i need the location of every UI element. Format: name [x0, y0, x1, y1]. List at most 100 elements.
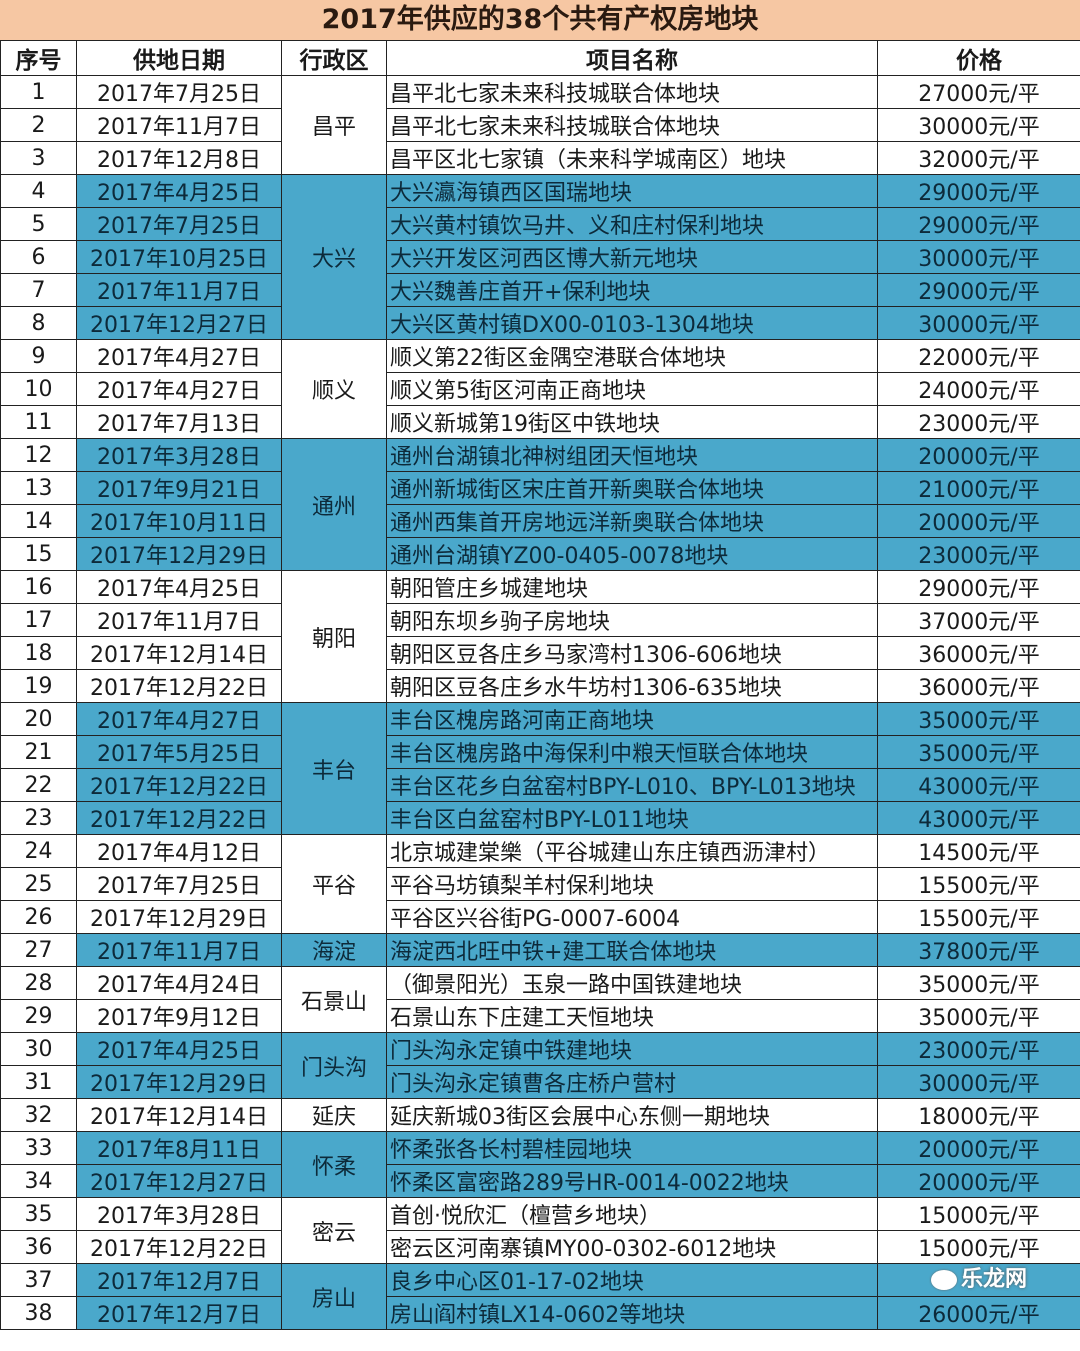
cell-date: 2017年12月29日 — [76, 900, 282, 934]
table-row: 5 2017年7月25日 大兴黄村镇饮马井、义和庄村保利地块 29000元/平 — [0, 207, 1080, 241]
cell-date: 2017年9月12日 — [76, 999, 282, 1033]
header-index: 序号 — [0, 40, 77, 76]
cell-project: 丰台区槐房路河南正商地块 — [386, 702, 878, 736]
cell-district: 通州 — [281, 438, 387, 571]
logo-text: 乐龙网 — [960, 1267, 1027, 1292]
table-row: 14 2017年10月11日 通州西集首开房地远洋新奥联合体地块 20000元/平 — [0, 504, 1080, 538]
cell-date: 2017年12月22日 — [76, 1230, 282, 1264]
cell-price: 15500元/平 — [877, 900, 1080, 934]
cell-price: 15500元/平 — [877, 867, 1080, 901]
cell-price: 30000元/平 — [877, 108, 1080, 142]
cell-date: 2017年12月22日 — [76, 801, 282, 835]
cell-project: 丰台区槐房路中海保利中粮天恒联合体地块 — [386, 735, 878, 769]
cell-project: 顺义第5街区河南正商地块 — [386, 372, 878, 406]
cell-price: 30000元/平 — [877, 306, 1080, 340]
cell-index: 26 — [0, 900, 77, 934]
cell-district: 大兴 — [281, 174, 387, 340]
cell-project: 通州台湖镇北神树组团天恒地块 — [386, 438, 878, 472]
cell-date: 2017年3月28日 — [76, 1197, 282, 1231]
cell-price: 43000元/平 — [877, 801, 1080, 835]
cell-index: 29 — [0, 999, 77, 1033]
cell-index: 5 — [0, 207, 77, 241]
cell-price: 43000元/平 — [877, 768, 1080, 802]
cell-date: 2017年12月8日 — [76, 141, 282, 175]
cell-project: 门头沟永定镇中铁建地块 — [386, 1032, 878, 1066]
cell-project: 北京城建棠樂（平谷城建山东庄镇西沥津村） — [386, 834, 878, 868]
cell-date: 2017年7月25日 — [76, 207, 282, 241]
cell-index: 35 — [0, 1197, 77, 1231]
table-row: 6 2017年10月25日 大兴开发区河西区博大新元地块 30000元/平 — [0, 240, 1080, 274]
table-row: 27 2017年11月7日 海淀 海淀西北旺中铁+建工联合体地块 37800元/平 — [0, 933, 1080, 967]
cell-index: 23 — [0, 801, 77, 835]
cell-project: 通州新城街区宋庄首开新奥联合体地块 — [386, 471, 878, 505]
wechat-icon — [930, 1270, 957, 1290]
cell-district: 密云 — [281, 1197, 387, 1264]
cell-price: 37000元/平 — [877, 603, 1080, 637]
cell-project: 顺义第22街区金隅空港联合体地块 — [386, 339, 878, 373]
cell-price: 14500元/平 — [877, 834, 1080, 868]
cell-district: 顺义 — [281, 339, 387, 439]
cell-index: 31 — [0, 1065, 77, 1099]
cell-price: 23000元/平 — [877, 1032, 1080, 1066]
cell-index: 13 — [0, 471, 77, 505]
cell-index: 3 — [0, 141, 77, 175]
header-date: 供地日期 — [76, 40, 282, 76]
cell-date: 2017年12月7日 — [76, 1296, 282, 1330]
table-row: 33 2017年8月11日 怀柔 怀柔张各长村碧桂园地块 20000元/平 — [0, 1131, 1080, 1198]
table-row: 21 2017年5月25日 丰台区槐房路中海保利中粮天恒联合体地块 35000元/平 — [0, 735, 1080, 769]
header-district: 行政区 — [281, 40, 387, 76]
cell-price: 15000元/平 — [877, 1197, 1080, 1231]
table-row: 31 2017年12月29日 门头沟永定镇曹各庄桥户营村 30000元/平 — [0, 1065, 1080, 1099]
cell-index: 32 — [0, 1098, 77, 1132]
table-row: 2 2017年11月7日 昌平北七家未来科技城联合体地块 30000元/平 — [0, 108, 1080, 142]
table-row: 29 2017年9月12日 石景山东下庄建工天恒地块 35000元/平 — [0, 999, 1080, 1033]
cell-project: 大兴瀛海镇西区国瑞地块 — [386, 174, 878, 208]
cell-index: 11 — [0, 405, 77, 439]
cell-price: 37800元/平 — [877, 933, 1080, 967]
cell-date: 2017年12月29日 — [76, 537, 282, 571]
table-row: 17 2017年11月7日 朝阳东坝乡驹子房地块 37000元/平 — [0, 603, 1080, 637]
cell-project: 平谷马坊镇梨羊村保利地块 — [386, 867, 878, 901]
cell-project: 怀柔张各长村碧桂园地块 — [386, 1131, 878, 1165]
cell-price: 29000元/平 — [877, 207, 1080, 241]
cell-date: 2017年12月29日 — [76, 1065, 282, 1099]
cell-district: 海淀 — [281, 933, 387, 967]
cell-price: 27000元/平 — [877, 75, 1080, 109]
cell-project: 平谷区兴谷街PG-0007-6004 — [386, 900, 878, 934]
table-row: 36 2017年12月22日 密云区河南寨镇MY00-0302-6012地块 1500… — [0, 1230, 1080, 1264]
cell-index: 2 — [0, 108, 77, 142]
cell-project: 密云区河南寨镇MY00-0302-6012地块 — [386, 1230, 878, 1264]
cell-project: 石景山东下庄建工天恒地块 — [386, 999, 878, 1033]
header-row: 序号 供地日期 行政区 项目名称 价格 — [0, 40, 1080, 76]
cell-date: 2017年4月25日 — [76, 1032, 282, 1066]
cell-price: 22000元/平 — [877, 339, 1080, 373]
cell-price: 26000元/平 — [877, 1296, 1080, 1330]
cell-district: 延庆 — [281, 1098, 387, 1132]
cell-price: 18000元/平 — [877, 1098, 1080, 1132]
table-row: 25 2017年7月25日 平谷马坊镇梨羊村保利地块 15500元/平 — [0, 867, 1080, 901]
cell-district: 丰台 — [281, 702, 387, 835]
table-row: 19 2017年12月22日 朝阳区豆各庄乡水牛坊村1306-635地块 36000元… — [0, 669, 1080, 703]
cell-price: 30000元/平 — [877, 240, 1080, 274]
cell-price: 30000元/平 — [877, 1065, 1080, 1099]
cell-date: 2017年4月24日 — [76, 966, 282, 1000]
cell-date: 2017年12月7日 — [76, 1263, 282, 1297]
cell-index: 12 — [0, 438, 77, 472]
cell-district: 朝阳 — [281, 570, 387, 703]
cell-price: 20000元/平 — [877, 1131, 1080, 1165]
cell-price: 24000元/平 — [877, 372, 1080, 406]
cell-index: 4 — [0, 174, 77, 208]
cell-project: 怀柔区富密路289号HR-0014-0022地块 — [386, 1164, 878, 1198]
cell-date: 2017年8月11日 — [76, 1131, 282, 1165]
watermark-logo: 乐龙网 — [930, 1265, 1027, 1295]
cell-district: 房山 — [281, 1263, 387, 1330]
cell-project: 昌平北七家未来科技城联合体地块 — [386, 75, 878, 109]
cell-price: 29000元/平 — [877, 174, 1080, 208]
table-row: 37 2017年12月7日 房山 良乡中心区01-17-02地块 乐龙网 — [0, 1263, 1080, 1330]
land-plots-table: 序号 供地日期 行政区 项目名称 价格 1 2017年7月25日 昌平 昌平北七家未来… — [0, 40, 1080, 1330]
cell-project: 通州台湖镇YZ00-0405-0078地块 — [386, 537, 878, 571]
cell-price: 20000元/平 — [877, 504, 1080, 538]
cell-date: 2017年12月14日 — [76, 636, 282, 670]
cell-index: 9 — [0, 339, 77, 373]
cell-project: 朝阳管庄乡城建地块 — [386, 570, 878, 604]
